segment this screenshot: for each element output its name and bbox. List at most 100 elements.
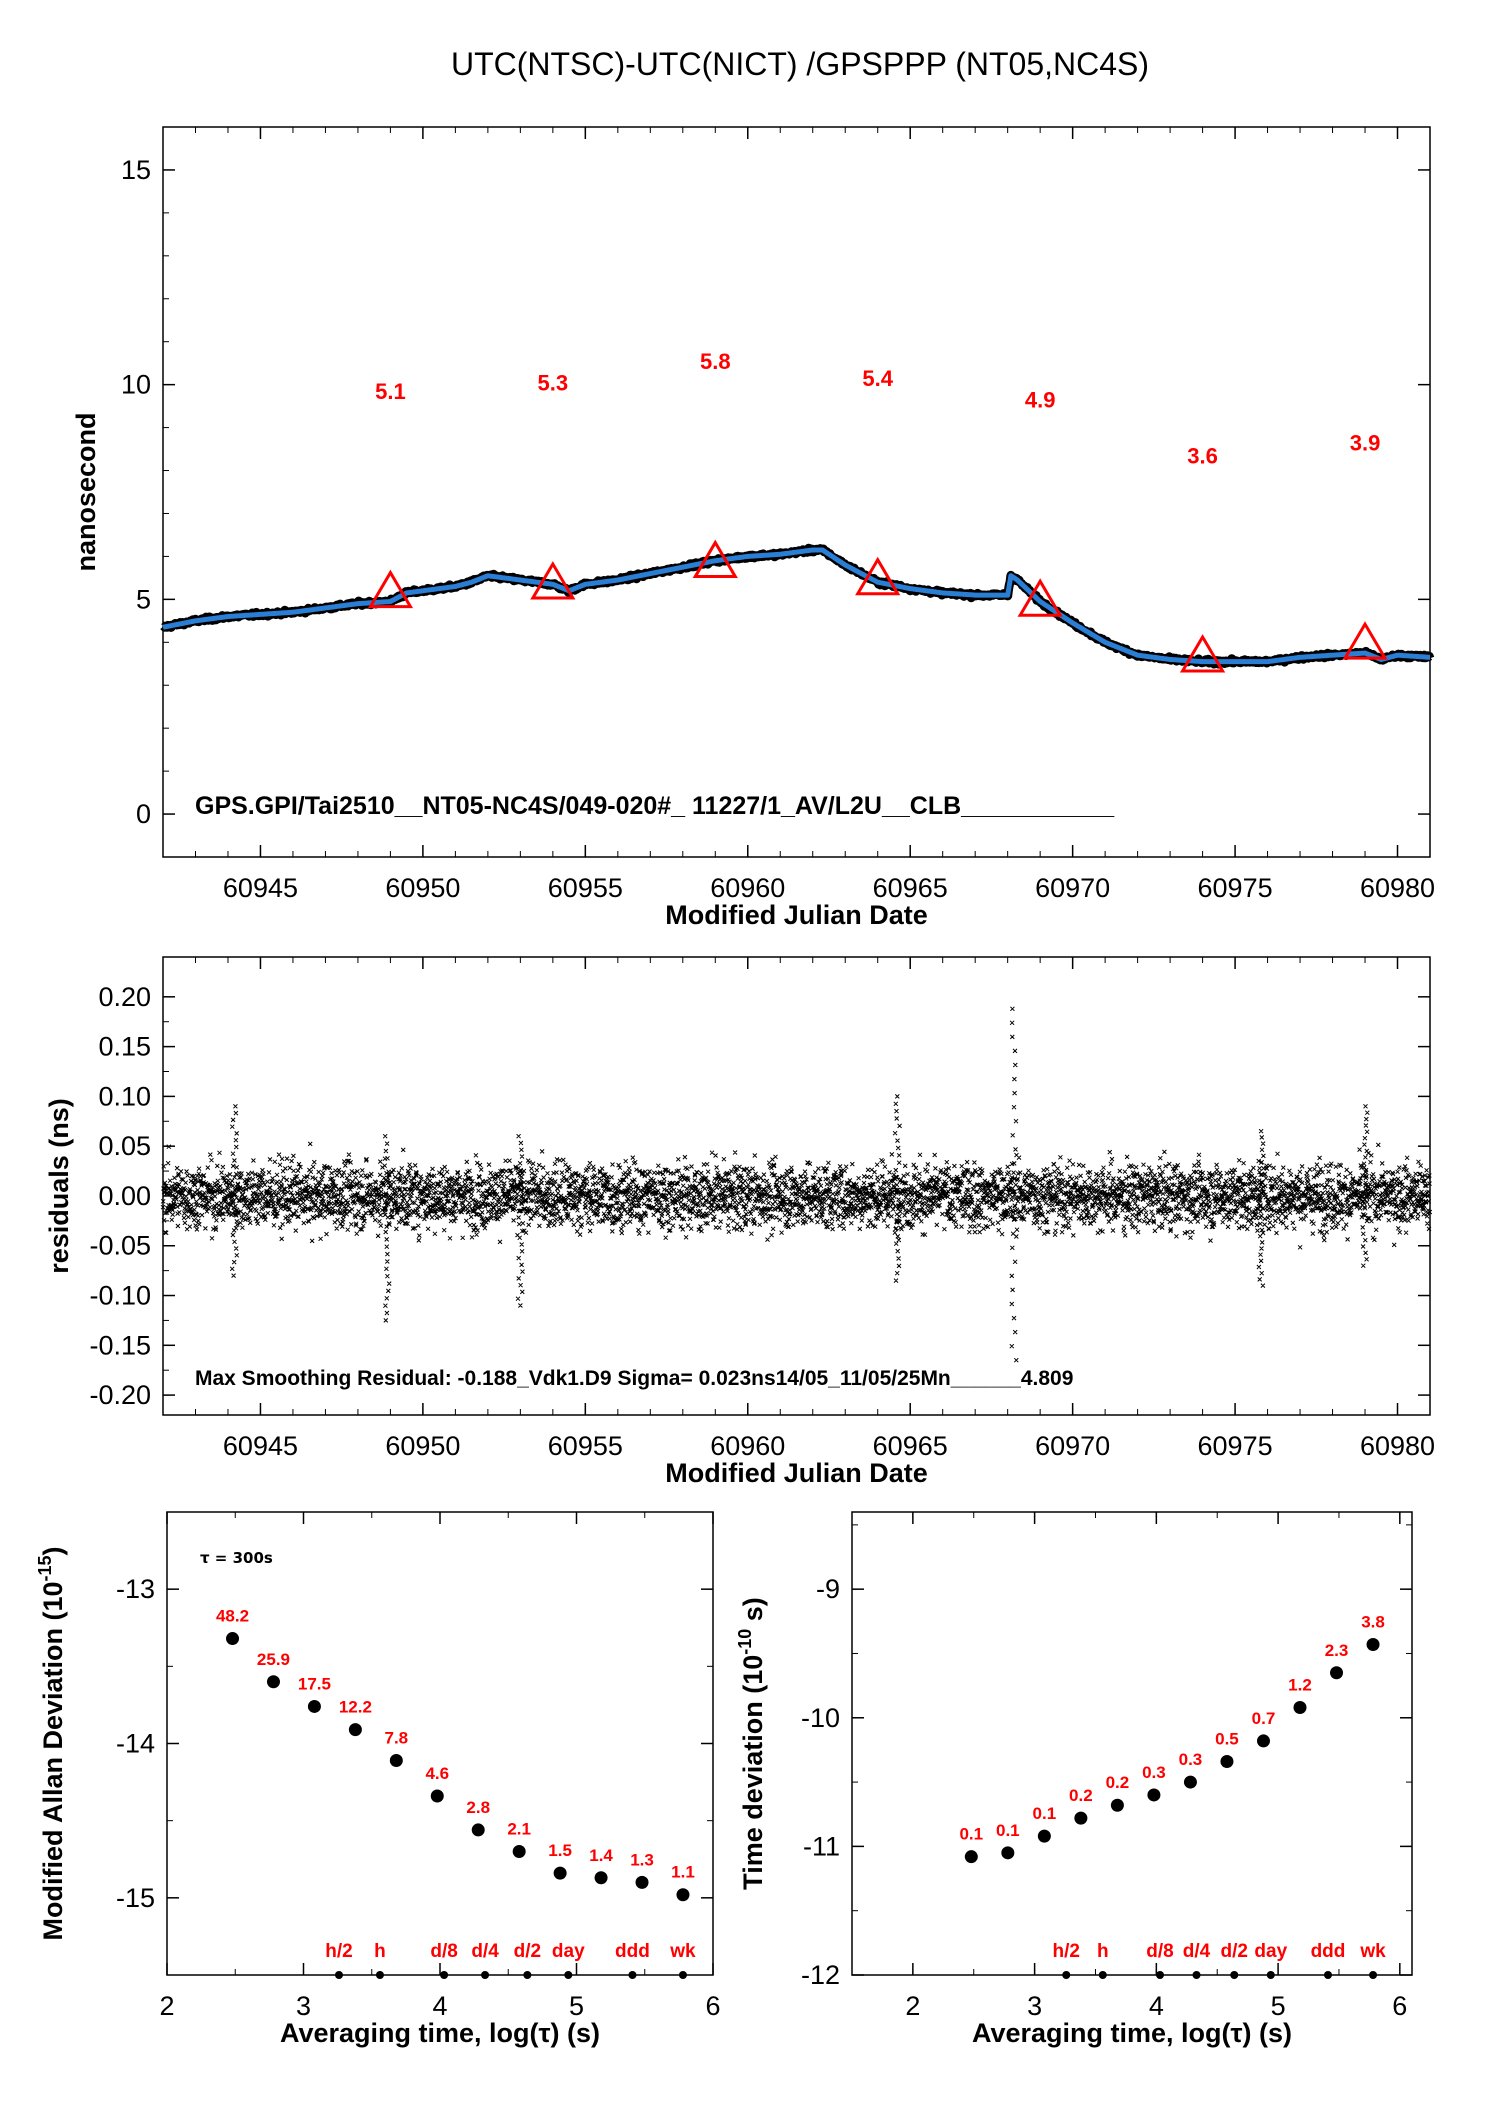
p1-marker-label: 4.9 [1025,388,1056,413]
tdev-point [1074,1811,1088,1825]
p2-xtick-label: 60950 [385,1431,460,1461]
tdev-xlabel: Averaging time, log(τ) (s) [972,2018,1292,2048]
p1-marker-label: 5.3 [538,370,569,395]
mdev-time-mark [440,1971,449,1979]
p1-marker-label: 5.4 [862,366,893,391]
p2-ytick-label: 0.15 [98,1032,151,1062]
p2-ytick-label: -0.20 [89,1380,151,1410]
mdev-point-label: 48.2 [216,1607,249,1626]
tdev-point [1220,1755,1234,1769]
tdev-plot-frame [851,1511,1413,1976]
tdev-point-label: 0.2 [1106,1773,1130,1792]
mdev-time-mark [375,1971,384,1979]
mdev-ytick-label: -14 [116,1729,155,1759]
mdev-xtick-label: 3 [296,1991,311,2021]
tdev-point-label: 2.3 [1325,1641,1349,1660]
mdev-ytick-label: -15 [116,1883,155,1913]
mdev-point-label: 4.6 [425,1764,449,1783]
tdev-time-mark-label: ddd [1311,1941,1346,1962]
p2-xlabel: Modified Julian Date [665,1458,928,1488]
offset-panel: GPS.GPI/Tai2510__NT05-NC4S/049-020#_ 112… [71,126,1435,930]
mdev-time-mark-label: wk [669,1941,696,1962]
mdev-point [553,1866,567,1880]
mdev-time-mark-label: day [552,1941,585,1962]
tdev-point [1366,1637,1380,1651]
tdev-time-mark [1230,1971,1239,1979]
mdev-time-mark-label: h [374,1941,386,1962]
p1-xlabel: Modified Julian Date [665,900,928,930]
tdev-point [964,1850,978,1864]
p2-xtick-label: 60955 [548,1431,623,1461]
tdev-point [1110,1798,1124,1812]
p2-xtick-label: 60945 [223,1431,298,1461]
tdev-point [1183,1775,1197,1789]
p1-triangle-marker [692,539,738,579]
p2-annotation: Max Smoothing Residual: -0.188_Vdk1.D9 S… [195,1367,1073,1390]
p2-plot-frame [162,956,1431,1416]
tdev-point-label: 0.3 [1142,1763,1166,1782]
mdev-point [389,1753,403,1767]
p1-xtick-label: 60960 [710,873,785,903]
mdev-time-mark-label: d/8 [430,1941,457,1962]
p1-ylabel: nanosecond [71,412,101,571]
tdev-time-mark-label: d/8 [1146,1941,1173,1962]
mdev-point [676,1888,690,1902]
p1-marker-label: 3.6 [1187,443,1218,468]
tdev-xtick-label: 6 [1392,1991,1407,2021]
tdev-time-mark [1192,1971,1201,1979]
tdev-point-label: 0.1 [996,1821,1020,1840]
tdev-time-mark [1266,1971,1275,1979]
mdev-point-label: 7.8 [384,1728,408,1747]
p2-ytick-label: -0.10 [89,1281,151,1311]
tdev-point-label: 3.8 [1361,1612,1385,1631]
tdev-time-mark-label: wk [1359,1941,1386,1962]
p1-triangle-marker [530,561,576,600]
mdev-point-label: 25.9 [257,1650,290,1669]
tdev-time-mark-label: day [1254,1941,1287,1962]
mdev-point [226,1632,240,1646]
mdev-point-label: 1.3 [630,1850,654,1869]
p1-xtick-label: 60955 [548,873,623,903]
p2-ytick-label: 0.10 [98,1081,151,1111]
tdev-point-label: 0.5 [1215,1730,1239,1749]
tdev-time-mark [1098,1971,1107,1979]
mdev-point-label: 2.1 [507,1820,531,1839]
tdev-time-mark-label: d/2 [1221,1941,1248,1962]
p1-xtick-label: 60945 [223,873,298,903]
p1-triangle-marker [1342,621,1388,660]
p1-triangle-marker [1179,634,1226,673]
p2-ytick-label: -0.05 [89,1231,151,1261]
p1-ytick-label: 0 [136,799,151,829]
p2-ytick-label: -0.15 [89,1330,151,1360]
p1-plot-frame [162,126,1431,858]
tdev-point-label: 0.2 [1069,1786,1093,1805]
mdev-xlabel: Averaging time, log(τ) (s) [280,2018,600,2048]
mdev-xtick-label: 4 [432,1991,447,2021]
p1-marker-label: 5.8 [700,349,731,374]
residuals-panel: Max Smoothing Residual: -0.188_Vdk1.D9 S… [44,956,1435,1488]
tdev-ylabel: Time deviation (10-10 s) [735,1597,768,1890]
mdev-time-mark [564,1971,573,1979]
mdev-time-mark [523,1971,532,1979]
p1-triangle-marker [367,569,414,609]
tdev-panel: 2 3 4 5 6 -9 -10 -11 -12 Averaging time, log(τ) (… [735,1511,1413,2048]
tdev-xtick-label: 4 [1149,1991,1164,2021]
tdev-point [1147,1788,1161,1802]
mdev-point-label: 1.1 [671,1863,695,1882]
p2-xtick-label: 60970 [1035,1431,1110,1461]
p1-xtick-label: 60950 [385,873,460,903]
mdev-point [430,1789,444,1803]
mdev-panel: τ = 300s 2 3 4 5 6 -13 -14 -15 Averaging time, l… [35,1511,721,2048]
p2-residual-points [160,1006,1433,1363]
tdev-point-label: 1.2 [1288,1675,1312,1694]
tdev-point-label: 0.1 [959,1825,983,1844]
tdev-time-mark [1324,1971,1332,1979]
tdev-xtick-label: 5 [1271,1991,1286,2021]
mdev-xtick-label: 2 [159,1991,174,2021]
mdev-point [594,1871,608,1885]
tdev-time-mark-label: h [1097,1941,1109,1962]
mdev-point [471,1823,485,1837]
mdev-time-mark-label: ddd [615,1941,650,1962]
tdev-time-mark-label: d/4 [1183,1941,1211,1962]
tdev-ytick-label: -10 [801,1703,840,1733]
